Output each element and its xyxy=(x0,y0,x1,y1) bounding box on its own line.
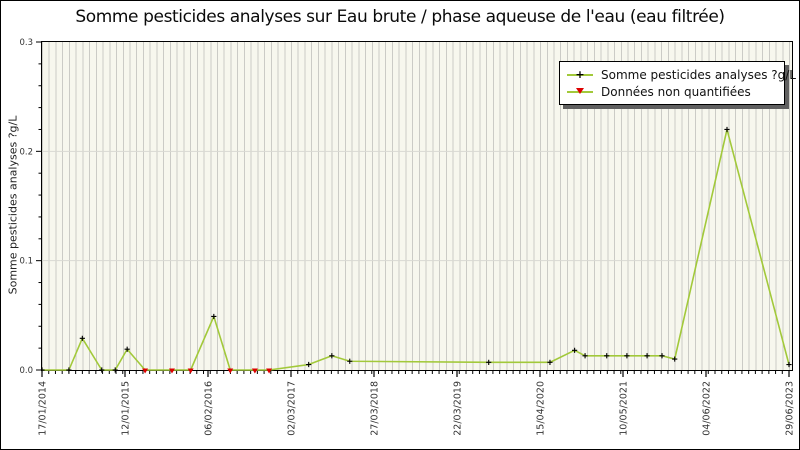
legend: + Somme pesticides analyses ?g/L Données… xyxy=(559,61,796,105)
chart-title: Somme pesticides analyses sur Eau brute … xyxy=(75,7,725,27)
svg-text:0.0: 0.0 xyxy=(19,366,33,376)
svg-text:02/03/2017: 02/03/2017 xyxy=(287,381,298,436)
y-axis-label: Somme pesticides analyses ?g/L xyxy=(6,115,20,295)
plot-canvas: 0.0 0.1 0.2 0.3 17/01/2014 12/01/2015 06/02/20… xyxy=(19,38,795,436)
data-series-line xyxy=(42,128,790,371)
svg-text:04/06/2022: 04/06/2022 xyxy=(702,381,713,436)
horizontal-gridlines xyxy=(42,150,792,262)
svg-text:06/02/2016: 06/02/2016 xyxy=(204,381,215,436)
svg-text:0.3: 0.3 xyxy=(19,38,33,48)
svg-text:10/05/2021: 10/05/2021 xyxy=(619,381,630,436)
x-axis-ticks: 17/01/2014 12/01/2015 06/02/2016 02/03/2017… xyxy=(38,370,796,436)
svg-text:17/01/2014: 17/01/2014 xyxy=(38,381,49,436)
nonquantified-markers xyxy=(142,368,273,374)
line-plus-marker-icon: + xyxy=(566,69,594,81)
svg-text:0.2: 0.2 xyxy=(19,147,33,157)
svg-text:12/01/2015: 12/01/2015 xyxy=(121,381,132,436)
x-axis-minor-ticks xyxy=(41,370,790,374)
data-point-markers xyxy=(39,126,792,373)
svg-text:0.1: 0.1 xyxy=(19,257,33,267)
svg-text:15/04/2020: 15/04/2020 xyxy=(536,381,547,436)
svg-text:29/06/2023: 29/06/2023 xyxy=(785,381,796,436)
svg-text:27/03/2018: 27/03/2018 xyxy=(370,381,381,436)
y-axis-ticks: 0.0 0.1 0.2 0.3 xyxy=(19,38,42,376)
legend-item-donnees-non-quantifiees: Données non quantifiées xyxy=(566,83,778,100)
legend-item-somme-pesticides: + Somme pesticides analyses ?g/L xyxy=(566,66,796,83)
triangle-down-marker-icon xyxy=(566,86,594,98)
legend-label: Somme pesticides analyses ?g/L xyxy=(601,67,796,82)
svg-text:22/03/2019: 22/03/2019 xyxy=(453,381,464,436)
legend-label: Données non quantifiées xyxy=(601,84,751,99)
